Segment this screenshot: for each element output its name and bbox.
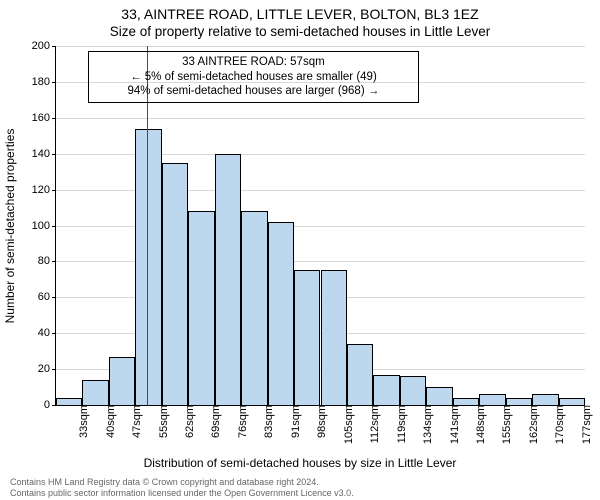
histogram-bar xyxy=(241,211,267,405)
histogram-bar xyxy=(135,129,161,405)
x-tick-label: 40sqm xyxy=(101,405,117,438)
y-tick-label: 80 xyxy=(38,255,56,267)
histogram-bar xyxy=(559,398,585,405)
histogram-bar xyxy=(400,376,426,405)
y-tick-label: 60 xyxy=(38,291,56,303)
x-tick-label: 162sqm xyxy=(524,405,540,444)
histogram-bar xyxy=(373,375,399,406)
histogram-bar xyxy=(56,398,82,405)
x-tick-label: 47sqm xyxy=(127,405,143,438)
annotation-line: ← 5% of semi-detached houses are smaller… xyxy=(95,70,412,84)
x-tick-label: 112sqm xyxy=(365,405,381,443)
y-tick-label: 140 xyxy=(32,148,56,160)
y-tick-label: 20 xyxy=(38,363,56,375)
histogram-bar xyxy=(162,163,188,405)
y-tick-label: 0 xyxy=(44,399,56,411)
footer-line: Contains HM Land Registry data © Crown c… xyxy=(10,477,354,487)
x-tick-label: 33sqm xyxy=(74,405,90,438)
y-tick-label: 120 xyxy=(32,184,56,196)
histogram-bar xyxy=(506,398,532,405)
x-tick-label: 69sqm xyxy=(206,405,222,438)
footer-line: Contains public sector information licen… xyxy=(10,488,354,498)
x-tick-label: 148sqm xyxy=(471,405,487,444)
address-title: 33, AINTREE ROAD, LITTLE LEVER, BOLTON, … xyxy=(0,6,600,22)
y-tick-label: 100 xyxy=(32,220,56,232)
histogram-bar xyxy=(479,394,505,405)
chart-subtitle: Size of property relative to semi-detach… xyxy=(0,24,600,39)
x-tick-label: 141sqm xyxy=(445,405,461,444)
y-tick-label: 160 xyxy=(32,112,56,124)
histogram-bar xyxy=(321,270,347,405)
annotation-box: 33 AINTREE ROAD: 57sqm← 5% of semi-detac… xyxy=(88,51,419,102)
histogram-bar xyxy=(532,394,558,405)
x-tick-label: 177sqm xyxy=(577,405,593,444)
histogram-bar xyxy=(294,270,320,405)
x-tick-label: 98sqm xyxy=(312,405,328,438)
x-tick-label: 134sqm xyxy=(418,405,434,444)
y-tick-label: 40 xyxy=(38,327,56,339)
y-axis-label: Number of semi-detached properties xyxy=(3,129,17,324)
x-tick-label: 91sqm xyxy=(286,405,302,438)
histogram-bar xyxy=(215,154,241,405)
chart-plot-area: 02040608010012014016018020033sqm40sqm47s… xyxy=(55,46,585,406)
gridline xyxy=(56,46,585,47)
gridline xyxy=(56,118,585,119)
histogram-bar xyxy=(188,211,214,405)
y-tick-label: 200 xyxy=(32,40,56,52)
annotation-line: 94% of semi-detached houses are larger (… xyxy=(95,84,412,98)
histogram-bar xyxy=(82,380,108,405)
x-tick-label: 62sqm xyxy=(180,405,196,438)
y-tick-label: 180 xyxy=(32,76,56,88)
x-tick-label: 76sqm xyxy=(233,405,249,438)
histogram-bar xyxy=(426,387,452,405)
x-tick-label: 83sqm xyxy=(259,405,275,438)
histogram-bar xyxy=(453,398,479,405)
histogram-bar xyxy=(268,222,294,405)
x-axis-label: Distribution of semi-detached houses by … xyxy=(0,456,600,470)
footer-attribution: Contains HM Land Registry data © Crown c… xyxy=(10,477,354,498)
annotation-line: 33 AINTREE ROAD: 57sqm xyxy=(95,55,412,69)
x-tick-label: 105sqm xyxy=(339,405,355,444)
x-tick-label: 170sqm xyxy=(550,405,566,444)
x-tick-label: 155sqm xyxy=(497,405,513,444)
x-tick-label: 119sqm xyxy=(392,405,408,443)
x-tick-label: 55sqm xyxy=(154,405,170,438)
histogram-bar xyxy=(347,344,373,405)
histogram-bar xyxy=(109,357,135,405)
